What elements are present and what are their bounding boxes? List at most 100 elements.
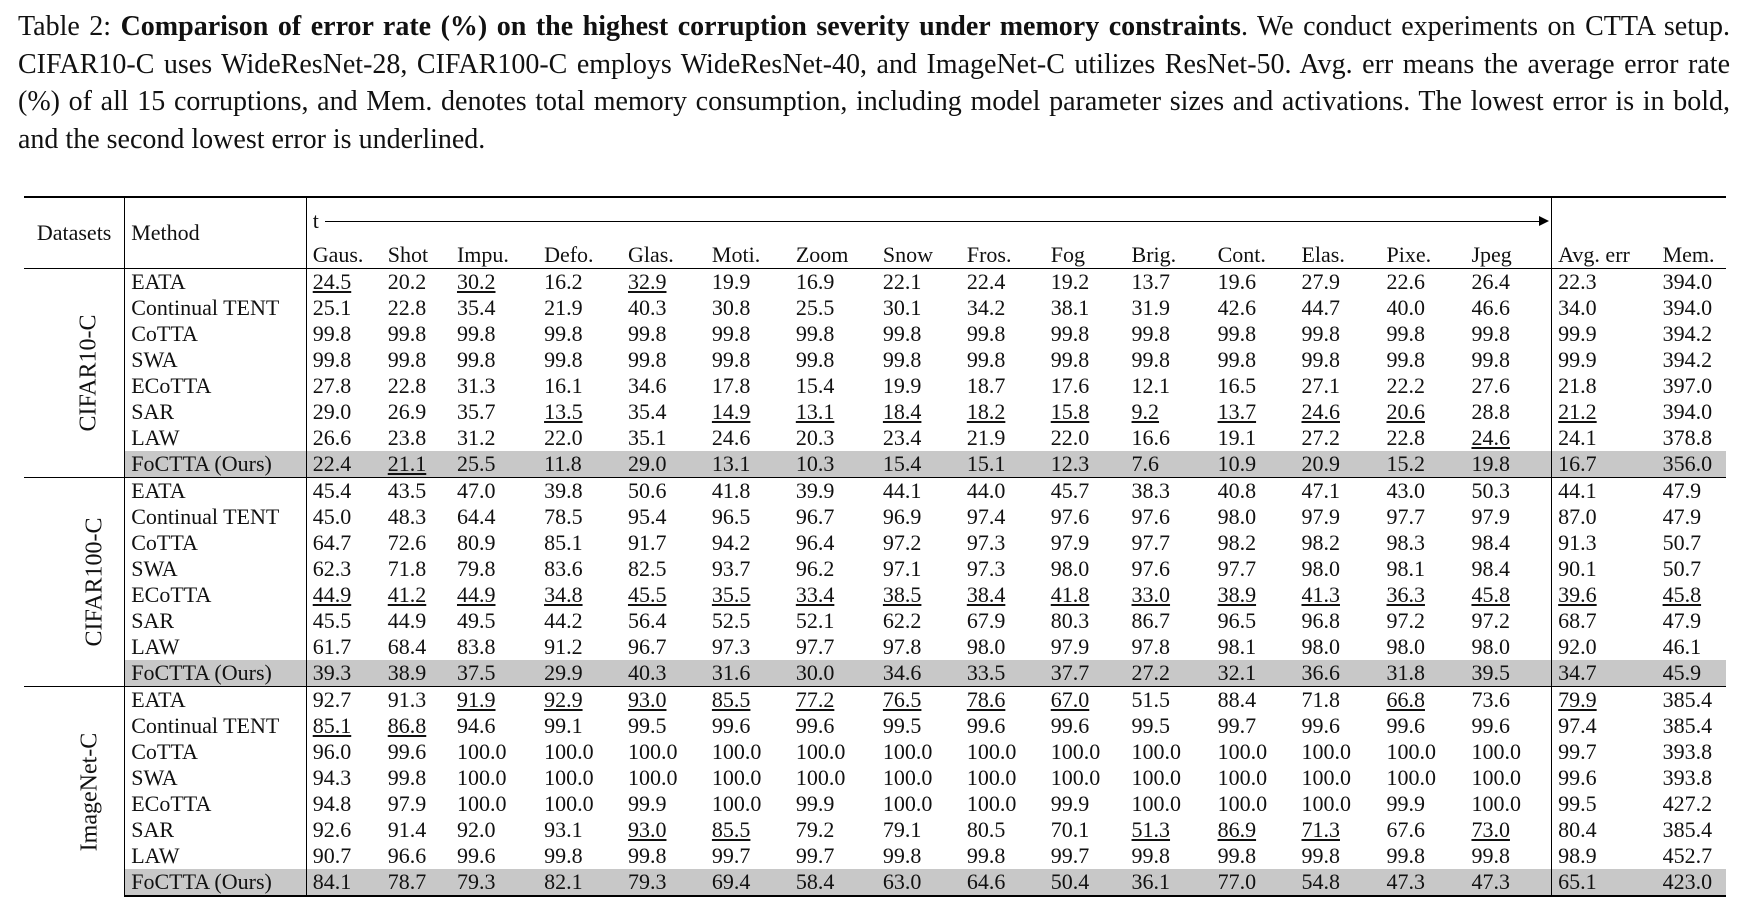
- value-cell: 50.3: [1465, 477, 1553, 504]
- value-cell: 17.6: [1050, 373, 1090, 398]
- table-row: FoCTTA (Ours) 39.3 38.9 37.5 29.9 40.3 31.6 30.…: [24, 660, 1726, 687]
- value-cell: 99.8: [387, 321, 427, 346]
- value-cell: 97.3: [711, 634, 751, 659]
- value-cell: 93.0: [621, 686, 706, 713]
- value-cell: 99.7: [1217, 713, 1257, 738]
- value-cell: 41.8: [705, 477, 790, 504]
- value-cell: 25.1: [312, 295, 352, 320]
- column-header: Zoom: [789, 240, 877, 269]
- value-cell: 61.7: [312, 634, 352, 659]
- value-cell: 80.3: [1050, 608, 1090, 633]
- table-row: CoTTA 96.0 99.6 100.0 100.0 100.0 100.0 100.0 10…: [24, 739, 1726, 765]
- memory-cell: 47.9: [1662, 504, 1702, 529]
- value-cell: 99.6: [1465, 713, 1553, 739]
- value-cell: 99.6: [1301, 713, 1340, 738]
- value-cell: 44.2: [544, 608, 583, 633]
- value-cell: 99.8: [1131, 347, 1171, 372]
- value-cell: 22.4: [306, 451, 382, 478]
- value-cell: 98.0: [1386, 634, 1425, 659]
- value-cell: 19.6: [1217, 269, 1257, 294]
- value-cell: 99.8: [1217, 321, 1257, 346]
- method-cell: LAW: [124, 425, 307, 451]
- value-cell: 29.0: [312, 399, 352, 424]
- value-cell: 66.8: [1380, 686, 1466, 713]
- value-cell: 99.8: [544, 347, 583, 372]
- method-cell: SWA: [124, 765, 307, 791]
- value-cell: 24.5: [312, 269, 352, 294]
- value-cell: 96.7: [795, 504, 835, 529]
- value-cell: 100.0: [795, 765, 846, 790]
- value-cell: 100.0: [544, 739, 594, 764]
- table-row: FoCTTA (Ours) 84.1 78.7 79.3 82.1 79.3 69.4 58.…: [24, 869, 1726, 897]
- method-cell: LAW: [124, 634, 307, 660]
- value-cell: 98.1: [1217, 634, 1257, 659]
- value-cell: 83.8: [456, 634, 496, 659]
- value-cell: 44.9: [456, 582, 496, 607]
- value-cell: 31.6: [705, 660, 790, 687]
- value-cell: 100.0: [1131, 791, 1182, 816]
- value-cell: 68.4: [387, 634, 427, 659]
- method-cell: Continual TENT: [124, 295, 307, 321]
- value-cell: 47.0: [450, 477, 539, 504]
- value-cell: 73.0: [1465, 817, 1553, 843]
- value-cell: 39.8: [538, 477, 622, 504]
- value-cell: 12.3: [1044, 451, 1126, 478]
- value-cell: 98.0: [966, 634, 1006, 659]
- value-cell: 99.8: [1465, 321, 1553, 347]
- value-cell: 100.0: [1131, 739, 1182, 764]
- memory-cell: 385.4: [1662, 713, 1713, 738]
- value-cell: 97.2: [1386, 608, 1425, 633]
- value-cell: 50.4: [1044, 869, 1126, 897]
- value-cell: 34.6: [876, 660, 961, 687]
- value-cell: 71.8: [1295, 686, 1381, 713]
- value-cell: 99.8: [1301, 843, 1340, 868]
- value-cell: 38.3: [1125, 477, 1212, 504]
- value-cell: 91.3: [381, 686, 451, 713]
- value-cell: 93.0: [627, 817, 667, 842]
- value-cell: 22.0: [1050, 425, 1090, 450]
- value-cell: 49.5: [456, 608, 496, 633]
- value-cell: 22.4: [966, 269, 1006, 294]
- memory-cell: 394.0: [1662, 295, 1713, 320]
- method-cell: ECoTTA: [124, 373, 307, 399]
- value-cell: 36.3: [1386, 582, 1425, 607]
- value-cell: 97.7: [1386, 504, 1425, 529]
- memory-cell: 394.2: [1662, 347, 1713, 372]
- table-head: Datasets Method t Gaus. Shot Impu. Defo. Gla…: [24, 196, 1726, 269]
- value-cell: 85.5: [705, 686, 790, 713]
- value-cell: 85.1: [312, 713, 352, 738]
- value-cell: 39.5: [1465, 660, 1553, 687]
- value-cell: 99.8: [711, 321, 751, 346]
- value-cell: 98.1: [1386, 556, 1425, 581]
- table-caption: Table 2: Comparison of error rate (%) on…: [18, 8, 1730, 158]
- value-cell: 24.6: [711, 425, 751, 450]
- value-cell: 99.6: [456, 843, 496, 868]
- table-row: CoTTA 99.8 99.8 99.8 99.8 99.8 99.8 99.8 99.8 99.…: [24, 321, 1726, 347]
- value-cell: 96.7: [627, 634, 667, 659]
- dataset-label-cell: CIFAR100-C: [24, 477, 126, 687]
- value-cell: 31.3: [456, 373, 496, 398]
- value-cell: 97.1: [882, 556, 922, 581]
- mem-header: Mem.: [1656, 240, 1726, 269]
- value-cell: 34.6: [627, 373, 667, 398]
- value-cell: 21.9: [544, 295, 583, 320]
- value-cell: 16.2: [544, 269, 583, 294]
- value-cell: 100.0: [711, 791, 762, 816]
- value-cell: 58.4: [789, 869, 877, 897]
- value-cell: 96.9: [882, 504, 922, 529]
- value-cell: 38.4: [966, 582, 1006, 607]
- value-cell: 26.9: [387, 399, 427, 424]
- value-cell: 92.7: [306, 686, 382, 713]
- avg-err-cell: 24.1: [1558, 425, 1597, 450]
- value-cell: 95.4: [627, 504, 667, 529]
- value-cell: 88.4: [1211, 686, 1296, 713]
- avg-err-cell: 87.0: [1558, 504, 1597, 529]
- method-cell: CoTTA: [124, 530, 307, 556]
- method-cell: CoTTA: [124, 739, 307, 765]
- table-row: SWA 62.3 71.8 79.8 83.6 82.5 93.7 96.2 97.1 97.3 9…: [24, 556, 1726, 582]
- value-cell: 42.6: [1217, 295, 1257, 320]
- value-cell: 94.8: [312, 791, 352, 816]
- value-cell: 96.2: [795, 556, 835, 581]
- value-cell: 62.2: [882, 608, 922, 633]
- value-cell: 38.1: [1050, 295, 1090, 320]
